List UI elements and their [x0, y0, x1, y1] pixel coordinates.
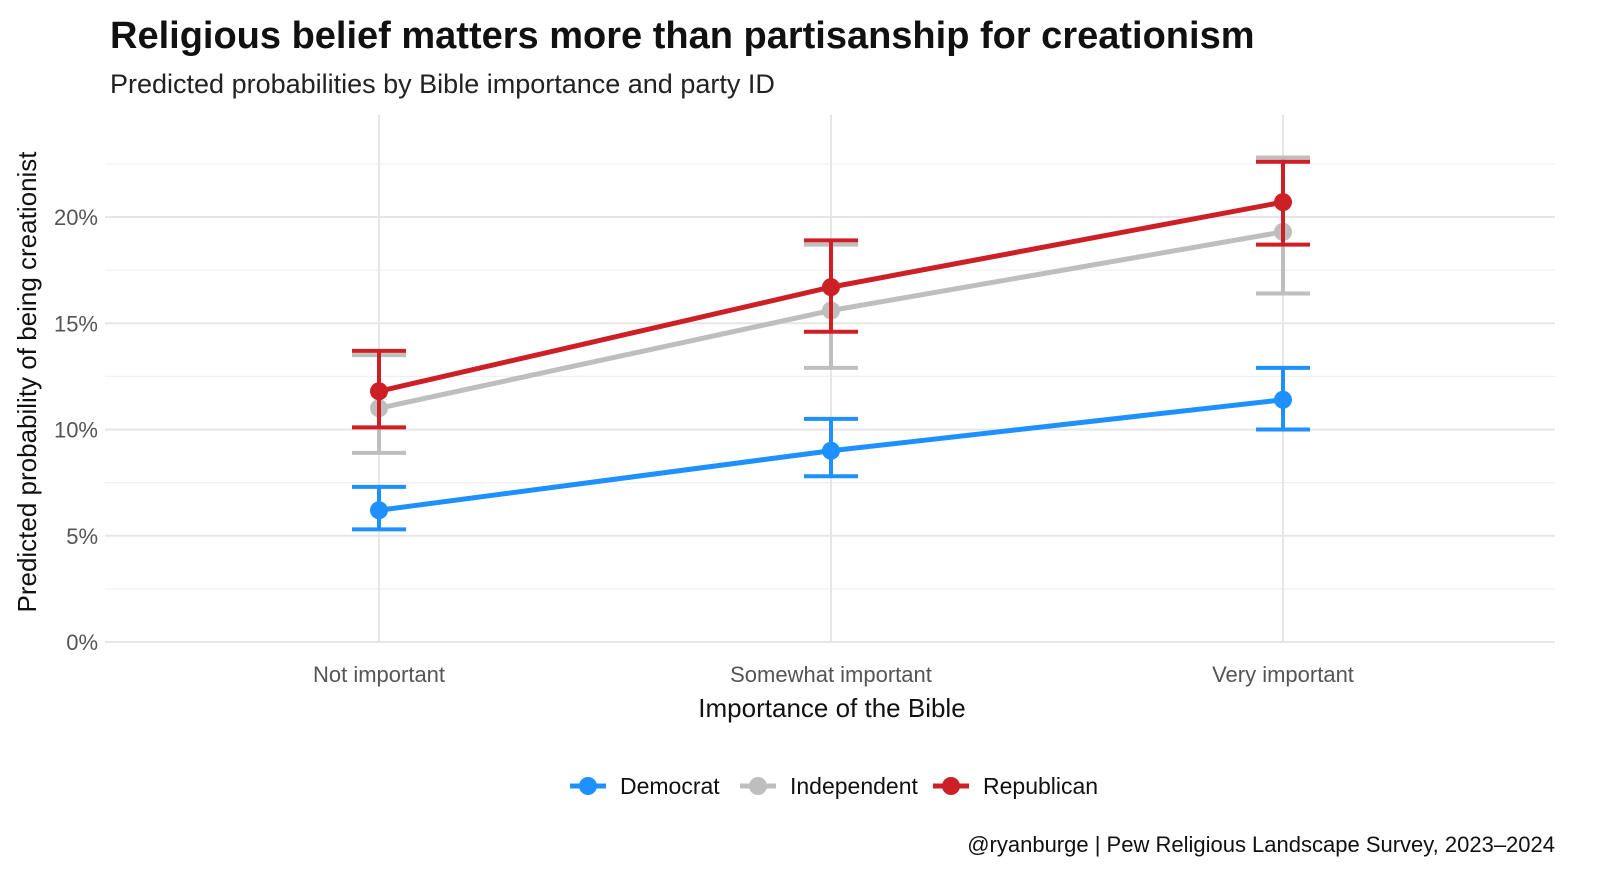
gridlines [105, 115, 1555, 643]
y-tick-label: 10% [54, 418, 98, 443]
x-tick-label: Very important [1212, 662, 1354, 687]
series-democrat [352, 365, 1310, 532]
data-point [822, 278, 840, 297]
x-axis-title: Importance of the Bible [698, 693, 965, 723]
legend-label: Independent [790, 773, 919, 799]
x-axis-ticks: Not important Somewhat important Very impo… [313, 662, 1354, 687]
legend-key-point [942, 777, 960, 795]
y-axis-title: Predicted probability of being creationi… [12, 151, 42, 613]
legend-item-republican: Republican [933, 773, 1098, 799]
data-point [1274, 390, 1292, 409]
y-tick-label: 0% [66, 630, 98, 655]
legend-label: Republican [983, 773, 1098, 799]
chart-title: Religious belief matters more than parti… [110, 15, 1255, 57]
data-point [822, 441, 840, 460]
legend-item-independent: Independent [740, 773, 919, 799]
y-tick-label: 5% [66, 524, 98, 549]
y-axis-ticks: 0% 5% 10% 15% 20% [54, 205, 98, 655]
y-tick-label: 20% [54, 205, 98, 230]
plot-marks [352, 155, 1310, 532]
legend: Democrat Independent Republican [570, 773, 1098, 799]
legend-key-point [749, 777, 767, 795]
legend-item-democrat: Democrat [570, 773, 720, 799]
legend-key-point [579, 777, 597, 795]
legend-label: Democrat [620, 773, 720, 799]
y-tick-label: 15% [54, 311, 98, 336]
data-point [370, 382, 388, 401]
series-republican [352, 159, 1310, 430]
x-tick-label: Not important [313, 662, 445, 687]
caption: @ryanburge | Pew Religious Landscape Sur… [967, 832, 1555, 857]
chart-subtitle: Predicted probabilities by Bible importa… [110, 69, 775, 99]
data-point [370, 501, 388, 520]
x-tick-label: Somewhat important [730, 662, 932, 687]
data-point [1274, 193, 1292, 212]
